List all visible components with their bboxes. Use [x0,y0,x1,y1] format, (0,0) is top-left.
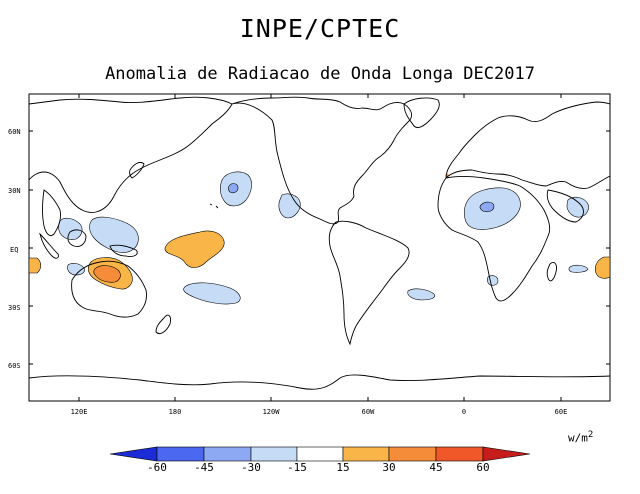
anomaly-negative-maritime-continent [89,216,139,253]
coast-africa [437,176,551,302]
lat-label-30s: 30S [8,304,21,312]
colorbar-label: -60 [147,461,167,474]
anomaly-positive-east-edge [594,256,611,279]
units-label: w/m2 [568,430,593,445]
lon-label-120w: 120W [263,408,281,416]
anomaly-positive-west-edge [28,257,42,274]
anomaly-negative-south-africa [487,275,499,286]
anomaly-negative-philippines [58,217,83,240]
coast-asia-east [28,96,233,213]
coast-south-america [328,220,410,346]
units-exponent: 2 [587,430,594,440]
coast-madagascar [546,261,557,282]
coast-indochina [42,189,61,237]
colorbar-segment-8 [482,446,531,462]
colorbar-label: 45 [429,461,443,474]
coast-greenland [403,97,440,129]
coastlines [28,96,611,390]
anomaly-negative-north-pacific-core [228,183,239,194]
units-base: w/m [568,431,588,445]
colorbar-label: 15 [336,461,350,474]
lat-label-60n: 60N [8,128,21,136]
coast-hawaii [209,203,219,209]
colorbar-segment-3 [250,446,298,462]
lat-label-60s: 60S [8,362,21,370]
anomaly-negative-sahara-core [479,201,495,213]
colorbar-segment-0 [109,446,158,462]
lon-label-180: 180 [169,408,182,416]
colorbar-segment-1 [156,446,205,462]
colorbar-label: -45 [194,461,214,474]
lat-label-eq: EQ [10,246,18,254]
anomaly-positive-inner-australia [93,265,121,283]
anomaly-positive-central-pacific [164,230,225,268]
colorbar [109,446,531,462]
anomaly-regions [28,171,611,305]
lat-label-30n: 30N [8,187,21,195]
coast-new-guinea [109,244,138,257]
anomaly-negative-south-atlantic [407,288,435,301]
lon-label-0: 0 [462,408,466,416]
colorbar-label: 30 [382,461,396,474]
anomaly-negative-indian-ocean [67,263,85,276]
lon-label-120e: 120E [71,408,88,416]
colorbar-segment-5 [342,446,390,462]
lon-label-60e: 60E [555,408,568,416]
axis-ticks [29,94,610,401]
colorbar-label: 60 [476,461,490,474]
anomaly-negative-south-pacific [183,282,241,305]
colorbar-segment-4 [296,446,344,462]
colorbar-label: -15 [287,461,307,474]
page-title: INPE/CPTEC [239,14,401,43]
coast-australia [71,260,147,318]
colorbar-label: -30 [241,461,261,474]
colorbar-segment-7 [435,446,484,462]
coast-arabia [546,189,584,223]
colorbar-segment-2 [203,446,252,462]
coast-borneo [67,229,87,247]
coast-antarctica [28,374,611,390]
anomaly-negative-mexico [278,193,301,219]
lon-label-60w: 60W [362,408,375,416]
colorbar-segment-6 [388,446,437,462]
coast-north-america [231,96,413,225]
coast-japan [129,161,145,179]
map-subtitle: Anomalia de Radiacao de Onda Longa DEC20… [105,64,535,84]
anomaly-negative-madagascar-east [568,264,589,273]
coast-new-zealand [155,314,171,335]
axis-labels: 60N 30N EQ 30S 60S 120E 180 120W 60W 0 6… [8,128,567,416]
coast-sumatra [39,232,59,259]
coast-europe [445,101,611,189]
